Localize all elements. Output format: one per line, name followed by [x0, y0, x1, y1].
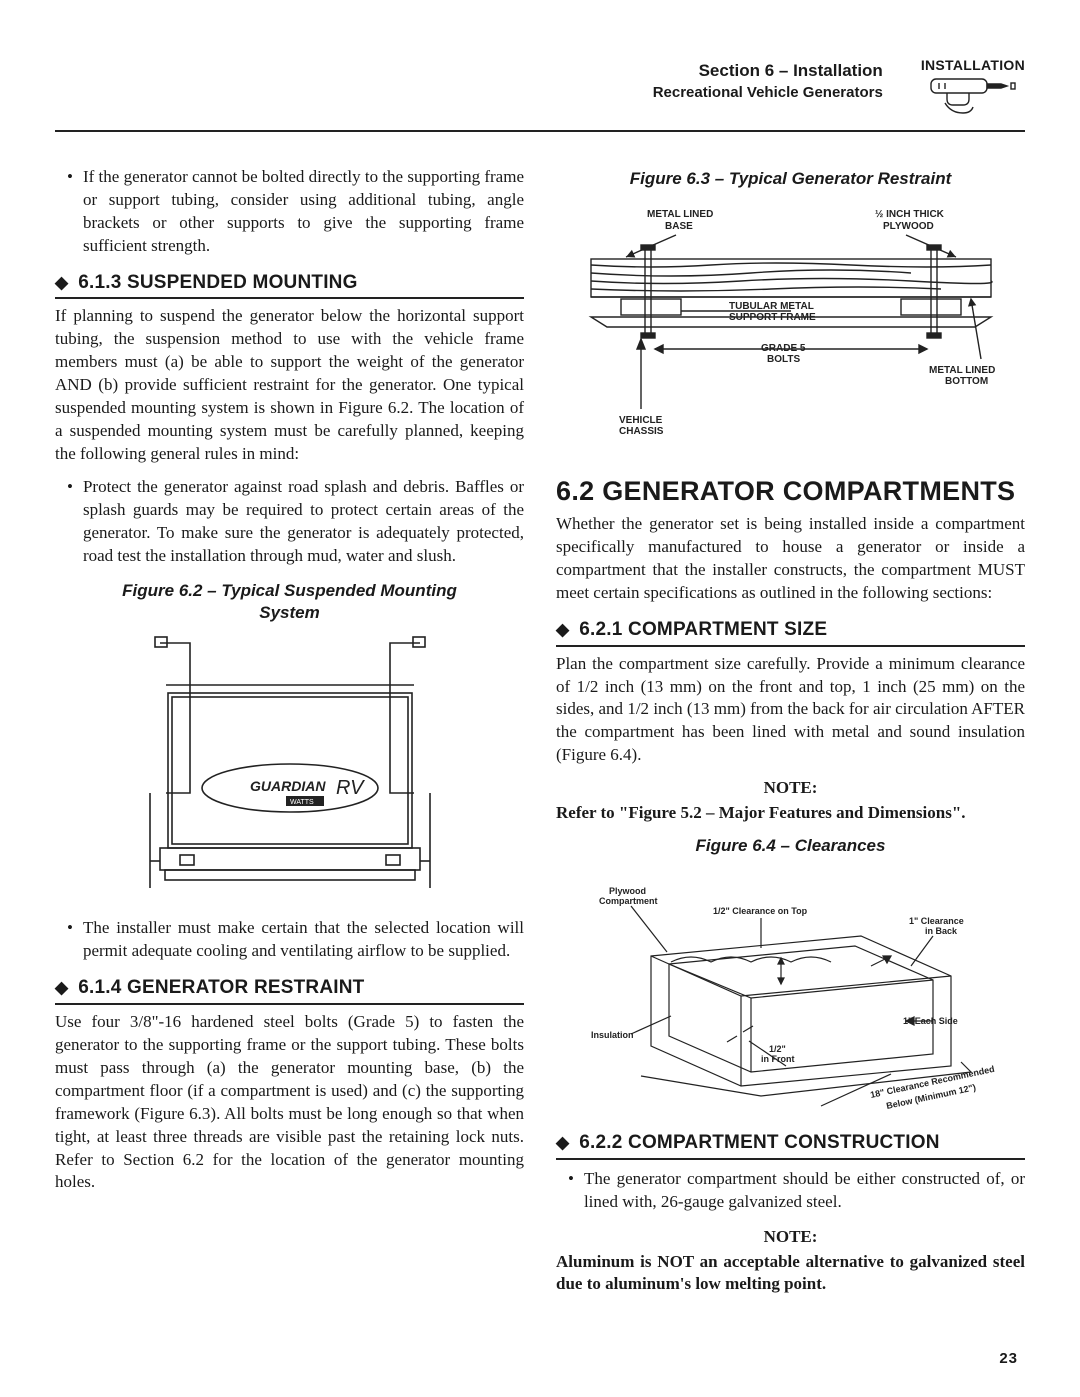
header-section: Section 6 – Installation — [653, 60, 883, 83]
para-6-1-4: Use four 3/8"-16 hardened steel bolts (G… — [55, 1011, 524, 1195]
page-number: 23 — [999, 1349, 1018, 1369]
bullet-galvanized: The generator compartment should be eith… — [568, 1168, 1025, 1214]
heading-6-2-2: 6.2.2 COMPARTMENT CONSTRUCTION — [556, 1130, 1025, 1160]
page-header: Section 6 – Installation Recreational Ve… — [55, 60, 1025, 132]
lbl: 1/2" Clearance on Top — [713, 906, 808, 916]
heading-6-2: 6.2 GENERATOR COMPARTMENTS — [556, 473, 1025, 509]
lbl: ½ INCH THICK — [875, 209, 945, 220]
heading-6-2-1: 6.2.1 COMPARTMENT SIZE — [556, 617, 1025, 647]
figure-6-2: GUARDIAN RV WATTS — [55, 633, 524, 903]
badge-label: INSTALLATION — [921, 56, 1025, 75]
bullet-text: The installer must make certain that the… — [83, 917, 524, 963]
para-6-1-3: If planning to suspend the generator bel… — [55, 305, 524, 466]
heading-6-1-4: 6.1.4 GENERATOR RESTRAINT — [55, 975, 524, 1005]
lbl: in Back — [925, 926, 958, 936]
lbl: 1" Each Side — [903, 1016, 958, 1026]
header-subtitle: Recreational Vehicle Generators — [653, 83, 883, 103]
lbl: 1" Clearance — [909, 916, 964, 926]
right-column: Figure 6.3 – Typical Generator Restraint — [556, 158, 1025, 1307]
bullet-text: Protect the generator against road splas… — [83, 476, 524, 568]
note-body: Aluminum is NOT an acceptable alternativ… — [556, 1251, 1025, 1297]
lbl: BASE — [665, 221, 693, 232]
figure-6-3: METAL LINED BASE ½ INCH THICK PLYWOOD TU… — [556, 199, 1025, 459]
fig-cap-line: System — [259, 603, 319, 622]
installation-badge: INSTALLATION — [921, 56, 1025, 124]
lbl: Insulation — [591, 1030, 634, 1040]
lbl: BOTTOM — [945, 376, 988, 387]
left-column: If the generator cannot be bolted direct… — [55, 158, 524, 1307]
lbl: 1/2" — [769, 1044, 786, 1054]
fig62-watts: WATTS — [290, 799, 314, 806]
bullet-frame-support: If the generator cannot be bolted direct… — [67, 166, 524, 258]
lbl: SUPPORT FRAME — [729, 312, 816, 323]
bullet-airflow: The installer must make certain that the… — [67, 917, 524, 963]
lbl: METAL LINED — [929, 365, 995, 376]
lbl: BOLTS — [767, 354, 800, 365]
lbl: CHASSIS — [619, 426, 664, 437]
heading-6-1-3: 6.1.3 SUSPENDED MOUNTING — [55, 270, 524, 300]
figure-6-2-svg: GUARDIAN RV WATTS — [90, 633, 490, 903]
lbl: PLYWOOD — [883, 221, 934, 232]
fig62-rv: RV — [336, 777, 365, 799]
figure-6-2-caption: Figure 6.2 – Typical Suspended Mounting … — [55, 580, 524, 626]
lbl: METAL LINED — [647, 209, 713, 220]
bullet-text: The generator compartment should be eith… — [584, 1168, 1025, 1214]
lbl: Plywood — [609, 886, 646, 896]
bullet-road-splash: Protect the generator against road splas… — [67, 476, 524, 568]
lbl: VEHICLE — [619, 415, 663, 426]
lbl: TUBULAR METAL — [729, 301, 814, 312]
para-6-2-1: Plan the compartment size carefully. Pro… — [556, 653, 1025, 768]
note-heading: NOTE: — [556, 1226, 1025, 1249]
fig62-logo: GUARDIAN — [250, 778, 326, 794]
lbl: in Front — [761, 1054, 795, 1064]
figure-6-4-svg: Plywood Compartment 1/2" Clearance on To… — [561, 866, 1021, 1116]
header-text: Section 6 – Installation Recreational Ve… — [653, 60, 883, 103]
para-6-2: Whether the generator set is being insta… — [556, 513, 1025, 605]
lbl: Compartment — [599, 896, 658, 906]
note-body: Refer to "Figure 5.2 – Major Features an… — [556, 802, 1025, 825]
bullet-text: If the generator cannot be bolted direct… — [83, 166, 524, 258]
fig-cap-line: Figure 6.2 – Typical Suspended Mounting — [122, 581, 457, 600]
figure-6-4-caption: Figure 6.4 – Clearances — [556, 835, 1025, 858]
drill-icon — [927, 75, 1019, 117]
figure-6-3-caption: Figure 6.3 – Typical Generator Restraint — [556, 168, 1025, 191]
figure-6-4: Plywood Compartment 1/2" Clearance on To… — [556, 866, 1025, 1116]
figure-6-3-svg: METAL LINED BASE ½ INCH THICK PLYWOOD TU… — [561, 199, 1021, 459]
note-heading: NOTE: — [556, 777, 1025, 800]
lbl: GRADE 5 — [761, 343, 806, 354]
